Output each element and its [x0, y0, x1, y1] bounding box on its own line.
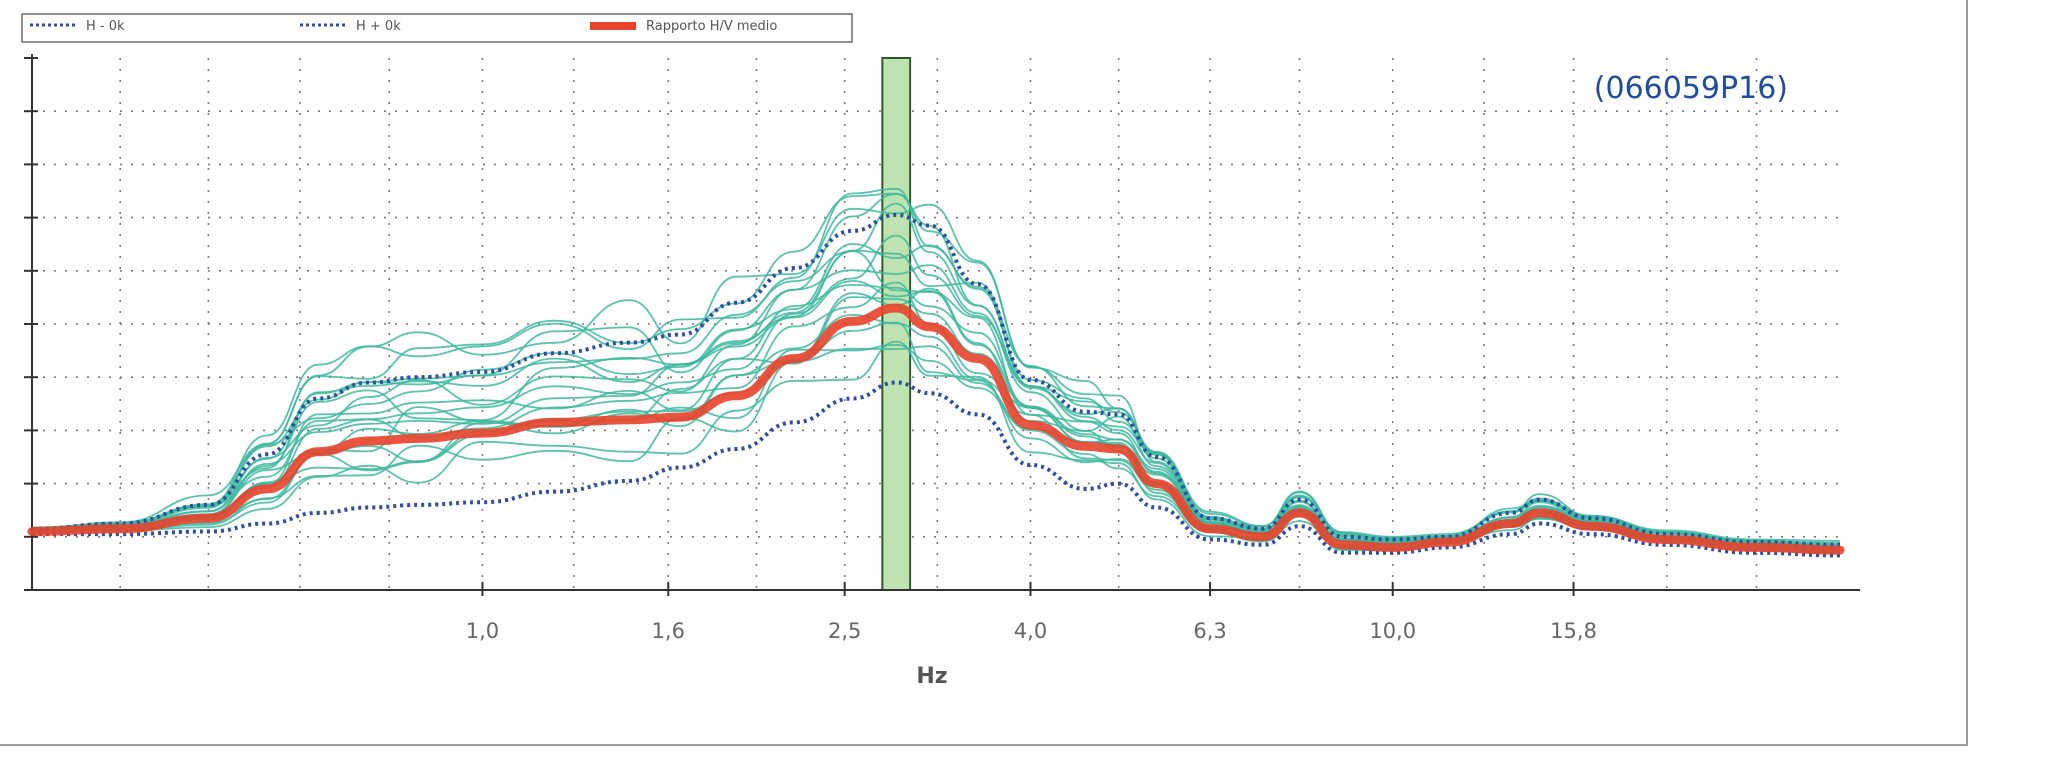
window-curve — [31, 187, 1841, 544]
legend-label: Rapporto H/V medio — [646, 19, 777, 34]
x-axis-title: Hz — [916, 664, 947, 689]
upper-std-curve — [31, 212, 1841, 547]
window-curve — [31, 234, 1841, 549]
x-tick-label: 10,0 — [1369, 619, 1416, 643]
x-tick-label: 6,3 — [1193, 619, 1226, 643]
x-tick-label: 1,6 — [652, 619, 685, 643]
mean-hv-curve — [27, 303, 1845, 555]
window-curve — [31, 249, 1841, 549]
legend-label: H - 0k — [86, 19, 125, 34]
site-code-annotation: (066059P16) — [1594, 71, 1788, 106]
x-tick-label: 1,0 — [466, 619, 499, 643]
chart-frame: 1,0 1,6 2,5 4,0 6,3 10,0 15,8 H - 0k H + 0k Rapp… — [0, 0, 1968, 746]
x-tick-label: 4,0 — [1014, 619, 1047, 643]
x-tick-label: 15,8 — [1550, 619, 1597, 643]
window-curve — [31, 250, 1841, 549]
x-tick-label: 2,5 — [828, 619, 861, 643]
hv-ratio-chart: 1,0 1,6 2,5 4,0 6,3 10,0 15,8 H - 0k H + 0k Rapp… — [21, 13, 1860, 689]
lower-std-curve — [32, 380, 1841, 558]
window-curve — [31, 340, 1841, 555]
legend-label: H + 0k — [356, 19, 401, 34]
legend-box — [21, 13, 853, 43]
